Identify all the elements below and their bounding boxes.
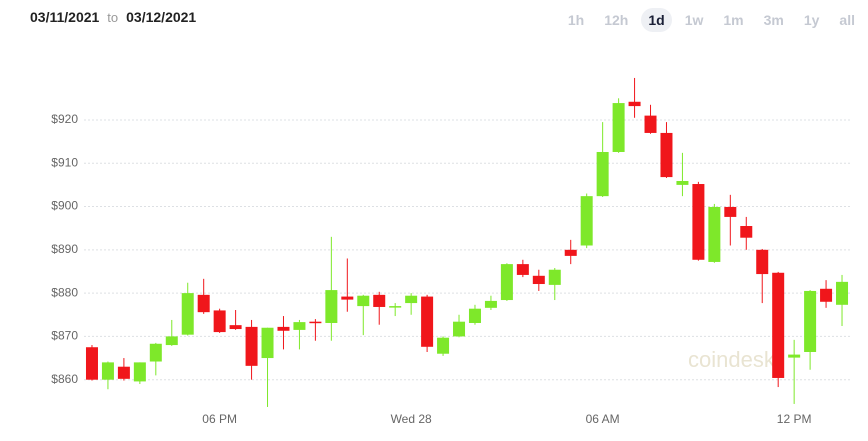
y-tick-label: $870	[51, 329, 78, 343]
candle-body	[293, 322, 306, 330]
x-tick-label: 12 PM	[777, 412, 812, 426]
candle-body	[245, 326, 258, 366]
timeframe-button[interactable]: 3m	[763, 12, 784, 28]
candle-body	[804, 290, 817, 352]
candle-body	[820, 288, 833, 302]
y-tick-label: $910	[51, 155, 78, 169]
candle-body	[596, 151, 609, 197]
candle-body	[229, 325, 242, 330]
candle-body	[756, 249, 769, 275]
candle-body	[500, 264, 513, 301]
date-range: 03/11/2021 to 03/12/2021	[30, 9, 196, 25]
candle-body	[309, 321, 322, 324]
y-tick-label: $890	[51, 242, 78, 256]
timeframe-button[interactable]: 1y	[803, 12, 820, 28]
candle-body	[165, 336, 178, 346]
candle-body	[213, 310, 226, 333]
candle-body	[85, 347, 98, 380]
y-tick-label: $880	[51, 285, 78, 299]
candle-body	[277, 326, 290, 331]
x-tick-label: 06 AM	[586, 412, 620, 426]
from-date: 03/11/2021	[30, 9, 100, 25]
candle-body	[197, 294, 210, 313]
candle-body	[836, 281, 849, 305]
candle-body	[532, 275, 545, 285]
timeframe-button[interactable]: 12h	[604, 12, 629, 28]
timeframe-button[interactable]: 1h	[567, 12, 585, 28]
candle-body	[437, 337, 450, 354]
candle-body	[676, 180, 689, 185]
candle-body	[341, 296, 354, 300]
candle-body	[580, 196, 593, 246]
watermark: coindesk	[688, 347, 776, 372]
range-separator: to	[107, 10, 119, 25]
candle-body	[405, 295, 418, 304]
candle-body	[421, 296, 434, 347]
timeframe-button[interactable]: all	[839, 12, 855, 28]
candle-body	[660, 132, 673, 178]
candle-body	[564, 249, 577, 256]
candle-body	[692, 184, 705, 260]
candle-body	[788, 354, 801, 358]
timeframe-button[interactable]: 1d	[641, 8, 672, 32]
candle-body	[516, 264, 529, 275]
timeframe-button[interactable]: 1m	[723, 12, 744, 28]
candle-body	[468, 308, 481, 323]
candle-body	[612, 103, 625, 152]
candle-body	[708, 206, 721, 262]
candle-body	[772, 272, 785, 378]
y-tick-label: $900	[51, 199, 78, 213]
candle-body	[357, 295, 370, 307]
candle-body	[724, 206, 737, 217]
y-tick-label: $920	[51, 112, 78, 126]
x-tick-label: 06 PM	[202, 412, 237, 426]
candle-body	[484, 300, 497, 308]
candle-body	[548, 269, 561, 285]
candle-body	[133, 362, 146, 382]
timeframe-button[interactable]: 1w	[684, 12, 704, 28]
candle-body	[644, 115, 657, 133]
candle-body	[325, 290, 338, 323]
candle-body	[389, 306, 402, 308]
candle-body	[117, 366, 130, 379]
candle-body	[373, 294, 386, 307]
candle-body	[628, 101, 641, 107]
candle-body	[181, 293, 194, 335]
candle-body	[453, 321, 466, 337]
candle-body	[740, 226, 753, 238]
timeframe-selector: 1h 12h 1d 1w 1m 3m 1y all	[561, 8, 862, 32]
candle-body	[101, 362, 114, 380]
x-tick-label: Wed 28	[391, 412, 432, 426]
candle-body	[149, 343, 162, 362]
to-date: 03/12/2021	[126, 9, 197, 25]
candle-body	[261, 327, 274, 359]
y-tick-label: $860	[51, 372, 78, 386]
